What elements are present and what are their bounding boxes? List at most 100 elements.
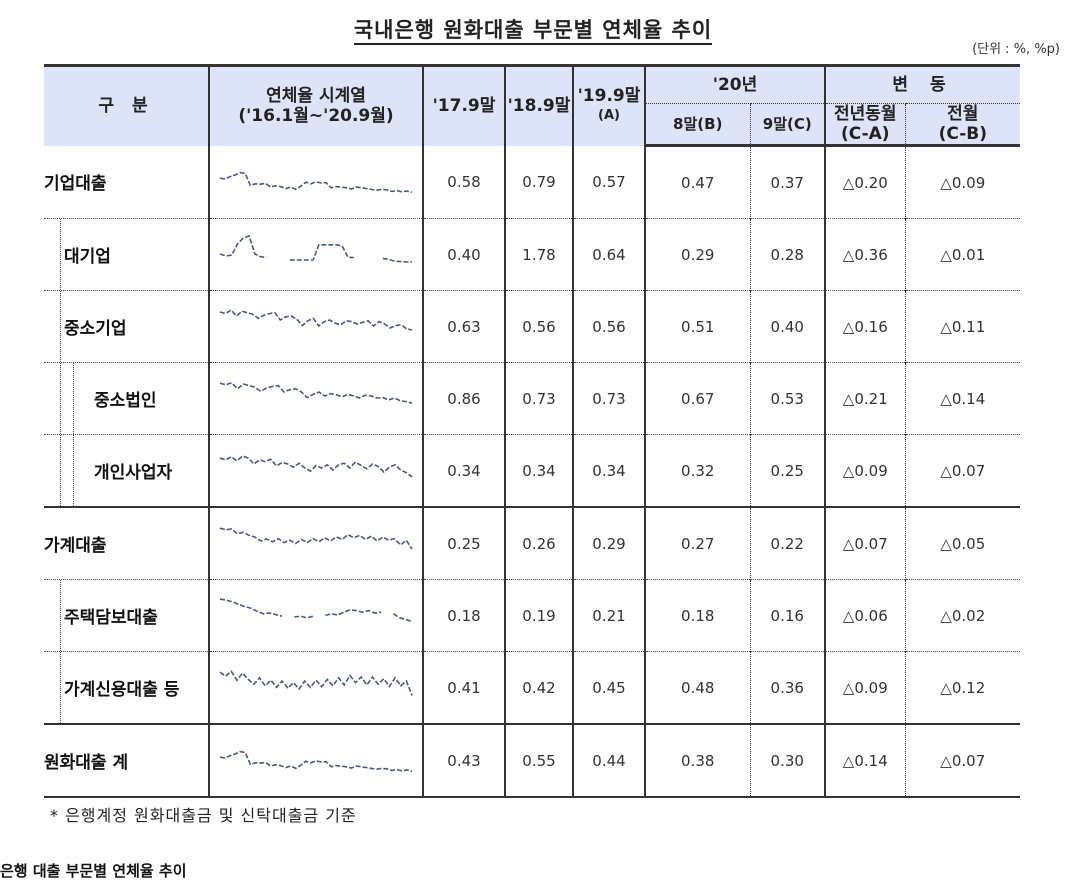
value-v3: 0.44: [572, 723, 645, 798]
value-v4: 0.38: [644, 723, 750, 798]
row-label-text: 중소법인: [94, 391, 157, 411]
table-title: 국내은행 원화대출 부문별 연체율 추이: [0, 14, 1066, 45]
header-category: 구 분: [44, 64, 209, 146]
value-v5: 0.40: [749, 290, 826, 363]
value-v1: 0.40: [422, 218, 505, 291]
row-label: 기업대출: [44, 146, 209, 219]
table-row: 가계대출 0.25 0.26 0.29 0.27 0.22 △0.07 △0.05: [44, 506, 1021, 580]
value-v2: 0.73: [504, 362, 573, 435]
header-change: 변 동: [824, 64, 1021, 104]
header-19-9-line2: (A): [598, 108, 620, 124]
sparkline-chart: [219, 750, 413, 772]
change-mom: △0.11: [904, 290, 1021, 363]
change-yoy: △0.16: [824, 290, 906, 363]
header-series-line1: 연체율 시계열: [266, 86, 366, 107]
value-v4: 0.47: [644, 145, 750, 219]
change-yoy: △0.14: [824, 723, 906, 798]
value-v5: 0.53: [749, 362, 826, 435]
value-v5: 0.37: [749, 145, 826, 219]
change-mom: △0.01: [904, 218, 1021, 291]
header-2020: '20년: [643, 64, 826, 104]
value-v2: 0.55: [504, 723, 573, 798]
change-yoy: △0.21: [824, 362, 906, 435]
value-v4: 0.32: [644, 434, 750, 507]
change-yoy: △0.09: [824, 434, 906, 507]
value-v5: 0.22: [749, 506, 826, 580]
header-17-9: '17.9말: [422, 64, 505, 146]
value-v5: 0.16: [749, 579, 826, 652]
sparkline-chart: [219, 171, 413, 193]
header-mom-line2: (C-B): [938, 124, 987, 144]
row-label: 주택담보대출: [44, 579, 209, 652]
row-label-text: 가계대출: [44, 536, 107, 556]
value-v3: 0.73: [572, 362, 645, 435]
row-label: 개인사업자: [44, 434, 209, 507]
value-v1: 0.58: [422, 145, 505, 219]
value-v4: 0.18: [644, 579, 750, 652]
row-label: 중소기업: [44, 290, 209, 363]
change-mom: △0.14: [904, 362, 1021, 435]
value-v3: 0.64: [572, 218, 645, 291]
header-18-9: '18.9말: [504, 64, 573, 146]
row-label: 가계대출: [44, 506, 209, 580]
sparkline-chart: [219, 597, 413, 623]
row-label-text: 중소기업: [64, 319, 127, 339]
sparkline-chart: [219, 234, 412, 263]
change-mom: △0.05: [904, 506, 1021, 580]
change-mom: △0.02: [904, 579, 1021, 652]
caption: 은행 대출 부문별 연체율 추이: [0, 862, 187, 880]
value-v5: 0.28: [749, 218, 826, 291]
indent-guide: [60, 219, 61, 290]
unit-label: (단위 : %, %p): [972, 42, 1060, 57]
value-v3: 0.34: [572, 434, 645, 507]
sparkline-cell: [208, 723, 423, 798]
sparkline-cell: [208, 290, 423, 363]
sparkline-chart: [219, 526, 413, 549]
value-v3: 0.57: [572, 145, 645, 219]
row-label-text: 개인사업자: [94, 463, 173, 483]
table-row: 중소법인 0.86 0.73 0.73 0.67 0.53 △0.21 △0.14: [44, 362, 1021, 435]
delinquency-table: 구 분 연체율 시계열 ('16.1월~'20.9월) '17.9말 '18.9…: [44, 64, 1021, 798]
change-mom: △0.07: [904, 723, 1021, 798]
value-v2: 0.79: [504, 145, 573, 219]
value-v2: 0.34: [504, 434, 573, 507]
header-mom-line1: 전월: [947, 104, 979, 124]
sparkline-cell: [208, 579, 423, 652]
change-yoy: △0.20: [824, 145, 906, 219]
value-v1: 0.63: [422, 290, 505, 363]
header-sep-c: 9말(C): [749, 103, 826, 147]
header-mom: 전월 (C-B): [904, 103, 1021, 147]
table-row: 개인사업자 0.34 0.34 0.34 0.32 0.25 △0.09 △0.07: [44, 434, 1021, 507]
table-row: 기업대출 0.58 0.79 0.57 0.47 0.37 △0.20 △0.09: [44, 145, 1021, 219]
value-v2: 0.19: [504, 579, 573, 652]
table-row: 중소기업 0.63 0.56 0.56 0.51 0.40 △0.16 △0.11: [44, 290, 1021, 363]
change-yoy: △0.09: [824, 651, 906, 724]
value-v4: 0.48: [644, 651, 750, 724]
value-v3: 0.29: [572, 506, 645, 580]
sparkline-cell: [208, 506, 423, 580]
sparkline-cell: [208, 362, 423, 435]
value-v3: 0.21: [572, 579, 645, 652]
sparkline-chart: [219, 381, 413, 404]
value-v5: 0.25: [749, 434, 826, 507]
change-mom: △0.07: [904, 434, 1021, 507]
change-mom: △0.12: [904, 651, 1021, 724]
sparkline-chart: [219, 308, 413, 331]
sparkline-cell: [208, 145, 423, 219]
indent-guide: [73, 435, 74, 506]
value-v1: 0.86: [422, 362, 505, 435]
value-v4: 0.27: [644, 506, 750, 580]
table-row: 가계신용대출 등 0.41 0.42 0.45 0.48 0.36 △0.09 △0.12: [44, 651, 1021, 724]
value-v2: 0.42: [504, 651, 573, 724]
table-row: 대기업 0.40 1.78 0.64 0.29 0.28 △0.36 △0.01: [44, 218, 1021, 291]
change-yoy: △0.07: [824, 506, 906, 580]
row-label: 중소법인: [44, 362, 209, 435]
indent-guide: [73, 363, 74, 434]
indent-guide: [60, 363, 61, 434]
row-label-text: 원화대출 계: [44, 753, 129, 773]
indent-guide: [60, 291, 61, 362]
header-yoy: 전년동월 (C-A): [824, 103, 906, 147]
value-v1: 0.43: [422, 723, 505, 798]
value-v4: 0.29: [644, 218, 750, 291]
value-v2: 0.56: [504, 290, 573, 363]
